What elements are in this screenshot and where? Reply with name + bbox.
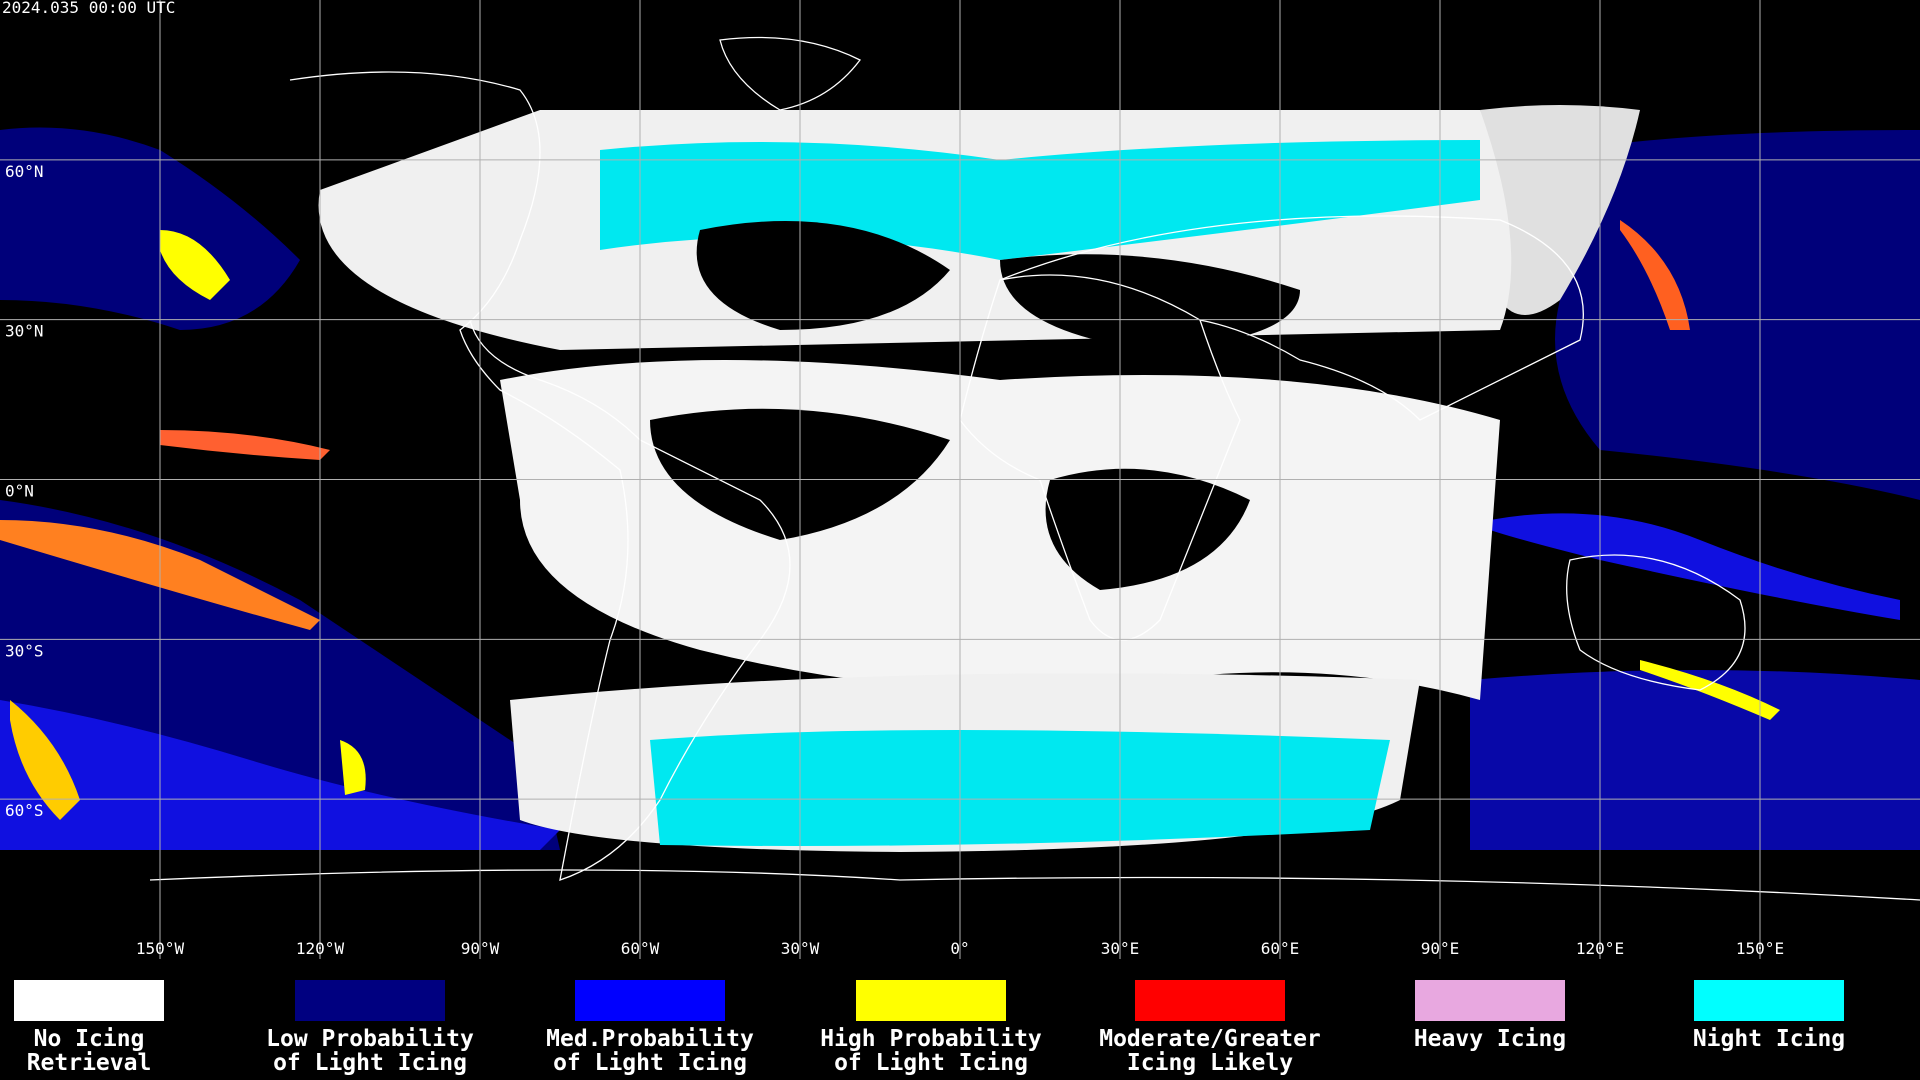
longitude-label: 0° xyxy=(950,939,969,958)
legend-label-line: Moderate/Greater xyxy=(1099,1026,1321,1052)
graticule-labels: 60°N 30°N 0°N 30°S 60°S 150°W 120°W 90°W 60°W 30°… xyxy=(5,162,1784,958)
latitude-label: 30°N xyxy=(5,322,44,341)
latitude-label: 60°N xyxy=(5,162,44,181)
clear-region xyxy=(1045,468,1250,590)
legend-swatch xyxy=(575,980,725,1021)
longitude-label: 120°W xyxy=(296,939,345,958)
latitude-label: 0°N xyxy=(5,482,34,501)
map-imagery xyxy=(0,105,1920,852)
icing-region xyxy=(340,740,366,795)
icing-region xyxy=(1470,670,1920,850)
legend-label-line: of Light Icing xyxy=(553,1050,747,1076)
longitude-label: 150°W xyxy=(136,939,185,958)
icing-region xyxy=(1620,220,1690,330)
legend-label: Heavy Icing xyxy=(1414,1026,1566,1052)
legend-label-line: Low Probability xyxy=(266,1026,474,1052)
legend-label-line: High Probability xyxy=(820,1026,1042,1052)
icing-region xyxy=(0,700,560,850)
longitude-label: 30°E xyxy=(1101,939,1140,958)
legend-label-line: Icing Likely xyxy=(1127,1050,1293,1076)
legend-label: High Probability of Light Icing xyxy=(820,1026,1042,1076)
longitude-label: 60°E xyxy=(1261,939,1300,958)
legend-label-line: Heavy Icing xyxy=(1414,1026,1566,1052)
timestamp: 2024.035 00:00 UTC xyxy=(2,0,175,17)
coastline xyxy=(289,71,791,881)
icing-region xyxy=(160,230,230,300)
legend-swatch xyxy=(856,980,1006,1021)
legend-label: Night Icing xyxy=(1693,1026,1845,1052)
legend-swatch xyxy=(1135,980,1285,1021)
longitude-label: 60°W xyxy=(621,939,660,958)
legend-label: No Icing Retrieval xyxy=(27,1026,152,1076)
legend-swatch xyxy=(14,980,164,1021)
coastlines xyxy=(149,36,1920,901)
icing-region xyxy=(1490,513,1900,620)
longitude-label: 90°E xyxy=(1421,939,1460,958)
longitude-label: 30°W xyxy=(781,939,820,958)
longitude-label: 90°W xyxy=(461,939,500,958)
icing-region xyxy=(10,700,80,820)
legend-swatch xyxy=(1415,980,1565,1021)
longitude-label: 120°E xyxy=(1576,939,1624,958)
coastline xyxy=(1566,554,1746,691)
icing-region xyxy=(160,430,330,460)
legend-label-line: of Light Icing xyxy=(273,1050,467,1076)
night-icing-region xyxy=(650,730,1390,846)
coastline xyxy=(719,36,861,111)
latitude-label: 30°S xyxy=(5,641,44,660)
legend-swatch xyxy=(1694,980,1844,1021)
legend-label-line: Retrieval xyxy=(27,1050,152,1076)
latitude-label: 60°S xyxy=(5,801,44,820)
legend-label-line: of Light Icing xyxy=(834,1050,1028,1076)
icing-region xyxy=(1555,130,1920,500)
longitude-label: 150°E xyxy=(1736,939,1784,958)
coastline xyxy=(149,869,1920,901)
icing-region xyxy=(1640,660,1780,720)
clear-region xyxy=(696,221,950,330)
coastline xyxy=(999,215,1584,421)
legend-label: Moderate/Greater Icing Likely xyxy=(1099,1026,1321,1076)
legend-label-line: Night Icing xyxy=(1693,1026,1845,1052)
legend-label-line: Med.Probability xyxy=(546,1026,754,1052)
legend-label-line: No Icing xyxy=(34,1026,145,1052)
legend-label: Med.Probability of Light Icing xyxy=(546,1026,754,1076)
graticule xyxy=(0,0,1920,959)
legend-label: Low Probability of Light Icing xyxy=(266,1026,474,1076)
legend-swatch xyxy=(295,980,445,1021)
